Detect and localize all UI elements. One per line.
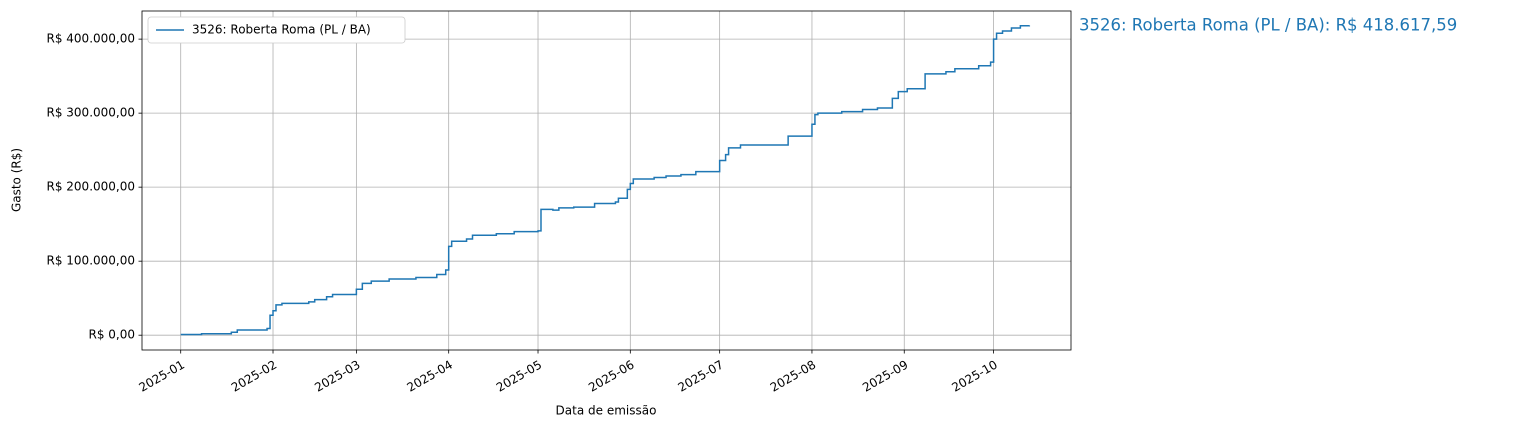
x-tick-label: 2025-06 (586, 358, 636, 395)
y-tick-label: R$ 100.000,00 (47, 254, 136, 268)
y-tick-label: R$ 300.000,00 (47, 106, 136, 120)
x-tick-label: 2025-01 (137, 358, 187, 395)
x-tick-label: 2025-03 (312, 358, 362, 395)
y-tick-label: R$ 200.000,00 (47, 180, 136, 194)
y-tick-label: R$ 0,00 (88, 328, 135, 342)
x-tick-label: 2025-07 (675, 358, 725, 395)
x-tick-label: 2025-08 (768, 358, 818, 395)
x-tick-label: 2025-02 (229, 358, 279, 395)
x-tick-label: 2025-04 (405, 358, 455, 395)
x-tick-label: 2025-09 (860, 358, 910, 395)
step-line (180, 25, 1031, 336)
y-tick-label: R$ 400.000,00 (47, 32, 136, 46)
y-axis-label: Gasto (R$) (10, 148, 24, 212)
x-tick-label: 2025-05 (494, 358, 544, 395)
x-tick-label: 2025-10 (949, 358, 999, 395)
annotation: 3526: Roberta Roma (PL / BA): R$ 418.617… (1079, 16, 1457, 35)
x-axis-label: Data de emissão (556, 404, 657, 418)
legend-label: 3526: Roberta Roma (PL / BA) (192, 23, 371, 37)
axes-frame (141, 10, 1072, 351)
legend-box (147, 16, 406, 44)
